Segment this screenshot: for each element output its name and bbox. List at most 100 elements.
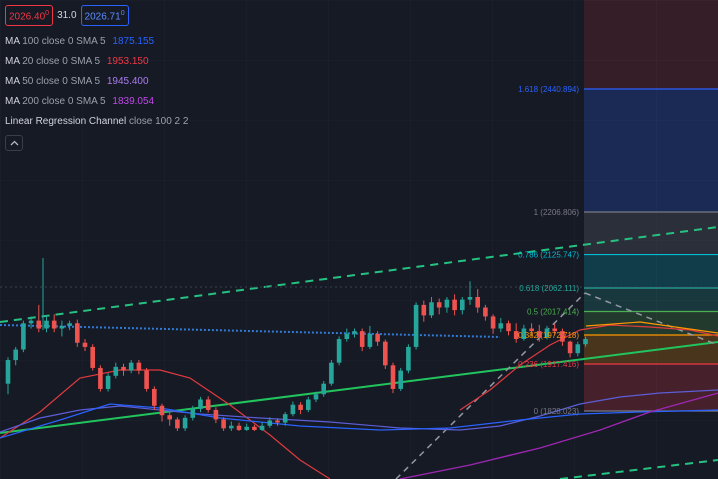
candle-body bbox=[205, 399, 211, 410]
ma-100-value: 1875.155 bbox=[112, 36, 155, 48]
candle-body bbox=[506, 323, 511, 332]
chevron-up-icon[interactable] bbox=[5, 135, 23, 152]
fib-zone-1 bbox=[584, 211, 718, 255]
candle-body bbox=[13, 349, 18, 361]
candle-body bbox=[36, 320, 42, 329]
candle-body bbox=[560, 331, 565, 342]
regression-midline bbox=[0, 341, 718, 434]
candle-body bbox=[44, 320, 49, 329]
candle-body bbox=[413, 304, 419, 347]
candles bbox=[5, 258, 588, 431]
candle-body bbox=[460, 299, 465, 311]
candle-body bbox=[513, 331, 519, 340]
fib-label-0: 0 (1828.023) bbox=[534, 407, 580, 416]
candle-body bbox=[28, 320, 34, 324]
candle-body bbox=[182, 417, 188, 429]
candle-body bbox=[229, 425, 234, 429]
candle-body bbox=[583, 339, 588, 345]
candle-body bbox=[567, 341, 573, 354]
candle-body bbox=[537, 331, 542, 338]
candle-body bbox=[344, 333, 350, 340]
fib-zone-1.618 bbox=[584, 88, 718, 212]
candle-body bbox=[306, 399, 311, 410]
price-display: 2026.400 31.0 2026.710 bbox=[5, 5, 188, 27]
indicator-ma-200[interactable]: MA 200 close 0 SMA 5 1839.054 bbox=[5, 96, 155, 108]
fibonacci-retracement[interactable] bbox=[584, 0, 718, 412]
candle-body bbox=[406, 346, 411, 371]
candle-body bbox=[152, 388, 157, 406]
fib-label-0.5: 0.5 (2017.414) bbox=[527, 307, 579, 316]
candle-body bbox=[436, 302, 442, 308]
fib-label-0.618: 0.618 (2062.111) bbox=[519, 284, 579, 293]
candle-body bbox=[190, 408, 196, 418]
bid-price-box[interactable]: 2026.400 bbox=[5, 5, 54, 27]
candle-body bbox=[98, 367, 103, 389]
orange-band-line bbox=[585, 321, 718, 334]
indicator-ma-50[interactable]: MA 50 close 0 SMA 5 1945.400 bbox=[5, 76, 149, 88]
fib-label-0.382: 0.382 (1972.718) bbox=[518, 331, 579, 340]
candle-body bbox=[59, 325, 65, 329]
regression-lower-band bbox=[559, 459, 718, 479]
indicator-linear-regression[interactable]: Linear Regression Channel close 100 2 2 bbox=[5, 116, 189, 128]
candle-body bbox=[398, 370, 403, 389]
candle-body bbox=[290, 404, 296, 415]
candle-body bbox=[51, 320, 57, 329]
candle-body bbox=[375, 333, 380, 342]
candle-body bbox=[452, 299, 457, 311]
indicator-ma-20[interactable]: MA 20 close 0 SMA 5 1953.150 bbox=[5, 56, 149, 68]
candle-body bbox=[329, 362, 334, 384]
candle-body bbox=[67, 323, 72, 326]
candle-body bbox=[421, 304, 427, 316]
fib-zone-0.618 bbox=[584, 288, 718, 312]
candle-body bbox=[267, 420, 273, 426]
candle-body bbox=[429, 302, 434, 316]
candle-body bbox=[298, 404, 303, 410]
candle-body bbox=[5, 360, 11, 384]
legend-panel: 2026.400 31.0 2026.710 MA 100 close 0 SM… bbox=[5, 5, 189, 152]
candle-body bbox=[259, 425, 265, 430]
indicator-ma-100[interactable]: MA 100 close 0 SMA 5 1875.155 bbox=[5, 36, 155, 48]
candle-body bbox=[321, 383, 326, 395]
candle-body bbox=[282, 414, 288, 423]
candle-body bbox=[359, 331, 365, 347]
candle-body bbox=[475, 297, 480, 308]
ma-200-line bbox=[399, 392, 718, 479]
indicator-overlays bbox=[0, 226, 718, 479]
candle-body bbox=[221, 419, 226, 429]
candle-body bbox=[167, 415, 172, 420]
candle-body bbox=[121, 366, 126, 371]
ma-20-value: 1953.150 bbox=[106, 56, 149, 68]
candle-body bbox=[198, 399, 203, 409]
candle-body bbox=[521, 328, 527, 340]
candle-body bbox=[498, 323, 504, 329]
candle-body bbox=[552, 328, 557, 332]
candle-body bbox=[467, 297, 473, 300]
candle-body bbox=[367, 333, 373, 347]
candle-body bbox=[175, 419, 180, 429]
fib-label-1.618: 1.618 (2440.894) bbox=[518, 85, 579, 94]
ma-50-value: 1945.400 bbox=[106, 76, 149, 88]
candle-body bbox=[244, 426, 249, 430]
fibonacci-labels: 1.618 (2440.894) 1 (2206.806) 0.786 (2125.… bbox=[518, 85, 579, 416]
ma-200-value: 1839.054 bbox=[112, 96, 155, 108]
candle-body bbox=[144, 370, 149, 389]
fib-label-1: 1 (2206.806) bbox=[534, 208, 580, 217]
ask-price-box[interactable]: 2026.710 bbox=[80, 5, 129, 27]
candle-body bbox=[336, 339, 342, 363]
ma-20-line bbox=[0, 369, 331, 479]
candle-body bbox=[136, 362, 142, 371]
candle-body bbox=[444, 299, 450, 308]
candle-body bbox=[213, 409, 219, 420]
candle-body bbox=[128, 362, 134, 371]
candle-body bbox=[252, 426, 257, 430]
ma-50-line bbox=[0, 389, 718, 433]
regression-upper-band bbox=[0, 226, 718, 323]
projection-line bbox=[584, 292, 718, 346]
candle-body bbox=[390, 365, 396, 389]
candle-body bbox=[21, 323, 26, 350]
fib-label-0.236: 0.236 (1917.416) bbox=[518, 360, 579, 369]
fib-zone-top bbox=[584, 0, 718, 89]
